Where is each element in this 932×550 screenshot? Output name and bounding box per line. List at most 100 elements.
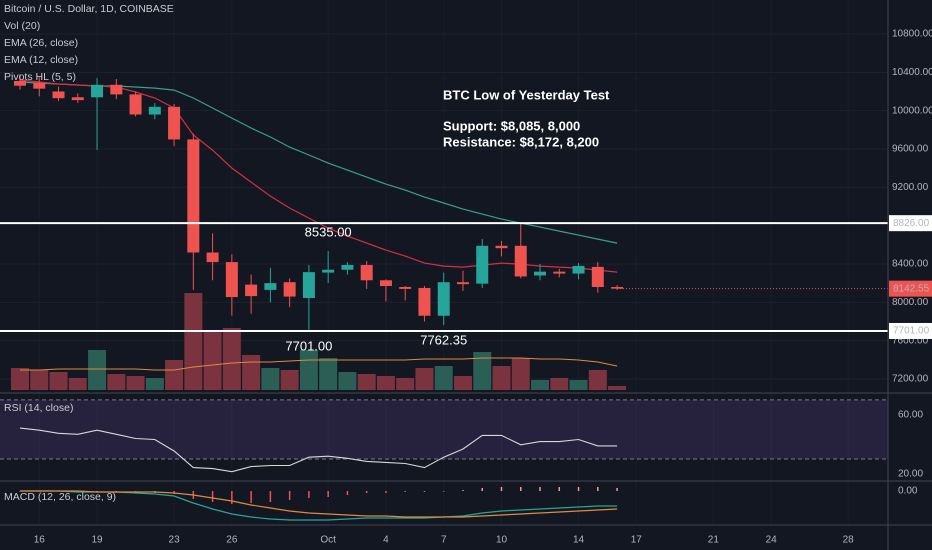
- macd-histogram-bar: [481, 488, 483, 491]
- x-tick-label: 17: [631, 535, 643, 546]
- candle-body: [206, 252, 219, 263]
- macd-histogram-bar: [231, 491, 233, 504]
- candle-body: [553, 271, 566, 274]
- y-tick-label: 8400.00: [892, 259, 929, 270]
- volume-bar: [550, 378, 569, 390]
- volume-bar: [30, 370, 49, 390]
- x-tick-label: 23: [169, 535, 181, 546]
- pivot-label: 7701.00: [285, 338, 332, 353]
- legend-entry: Vol (20): [4, 20, 40, 32]
- macd-histogram-bar: [308, 491, 310, 498]
- volume-bar: [608, 386, 627, 390]
- annotation-line: Support: $8,085, 8,000: [443, 118, 580, 133]
- macd-histogram-bar: [539, 487, 541, 491]
- candle-body: [495, 245, 508, 249]
- x-tick-label: 19: [91, 535, 103, 546]
- volume-bar: [184, 293, 203, 390]
- macd-histogram-bar: [115, 491, 118, 492]
- volume-bar: [165, 360, 184, 390]
- legend-entry: EMA (26, close): [4, 37, 78, 49]
- macd-histogram-bar: [462, 490, 464, 491]
- x-tick-label: 7: [441, 535, 447, 546]
- volume-bar: [376, 376, 395, 390]
- volume-bar: [569, 380, 588, 390]
- candle-body: [264, 283, 277, 290]
- candle-body: [437, 282, 450, 316]
- price-label: 7701.00: [893, 326, 930, 337]
- y-tick-label: 9200.00: [892, 182, 929, 193]
- macd-histogram-bar: [346, 491, 349, 495]
- volume-bar: [145, 378, 164, 390]
- volume-bar: [11, 368, 29, 390]
- volume-bar: [126, 376, 145, 390]
- volume-bar: [492, 366, 511, 390]
- y-tick-label: 8000.00: [892, 297, 929, 308]
- volume-bar: [261, 368, 280, 390]
- candle-body: [33, 82, 46, 89]
- candle-body: [225, 262, 238, 298]
- candle-body: [514, 245, 527, 277]
- candle-body: [572, 265, 585, 274]
- candle-body: [456, 282, 469, 285]
- candle-body: [168, 106, 181, 140]
- x-tick-label: 4: [383, 535, 389, 546]
- candle-body: [71, 97, 84, 101]
- volume-bar: [338, 372, 357, 390]
- symbol-title: Bitcoin / U.S. Dollar, 1D, COINBASE: [4, 3, 174, 15]
- volume-bar: [531, 380, 550, 390]
- candle-body: [341, 264, 354, 270]
- x-tick-label: Oct: [320, 535, 336, 546]
- volume-bar: [453, 376, 472, 390]
- macd-histogram-bar: [269, 491, 272, 502]
- x-tick-label: 28: [843, 535, 855, 546]
- price-label-box: [889, 280, 932, 297]
- macd-histogram-bar: [404, 491, 406, 492]
- candle-body: [14, 80, 26, 86]
- candle-body: [283, 282, 296, 297]
- candle-body: [187, 139, 200, 253]
- macd-histogram-bar: [558, 487, 561, 491]
- candle-body: [611, 286, 624, 289]
- price-label: 8142.55: [893, 283, 930, 294]
- volume-bar: [319, 358, 338, 390]
- rsi-line: [19, 427, 618, 473]
- macd-histogram-bar: [96, 491, 98, 492]
- y-tick-label: 7600.00: [892, 335, 929, 346]
- volume-bar: [415, 368, 434, 390]
- volume-bar: [511, 358, 530, 390]
- candle-body: [399, 286, 412, 289]
- candle-body: [534, 271, 547, 276]
- price-label-box: [889, 215, 932, 232]
- candle-body: [148, 106, 161, 115]
- volume-bar: [299, 350, 318, 390]
- annotation-line: Resistance: $8,172, 8,200: [443, 134, 599, 149]
- candle-body: [476, 245, 489, 284]
- macd-histogram-bar: [423, 491, 426, 492]
- candle-body: [379, 280, 392, 287]
- candle-body: [322, 269, 335, 273]
- volume-bar: [588, 370, 607, 390]
- y-tick-label: 20.00: [898, 468, 923, 479]
- macd-histogram-bar: [327, 491, 329, 497]
- rsi-band: [0, 399, 888, 460]
- pivot-label: 7762.35: [420, 333, 467, 348]
- price-label-box: [889, 322, 932, 339]
- candle-body: [245, 284, 258, 297]
- price-label: 8826.00: [893, 218, 930, 229]
- candle-body: [418, 287, 431, 316]
- y-tick-label: 9600.00: [892, 144, 929, 155]
- x-tick-label: 21: [708, 535, 720, 546]
- volume-bar: [280, 370, 299, 390]
- macd-histogram-bar: [211, 491, 214, 502]
- volume-bar: [222, 328, 241, 390]
- candle-body: [110, 84, 123, 95]
- annotation-title: BTC Low of Yesterday Test: [443, 87, 610, 102]
- volume-bar: [107, 374, 126, 390]
- x-tick-label: 26: [226, 535, 238, 546]
- macd-histogram-bar: [616, 488, 618, 491]
- candle-body: [91, 84, 104, 98]
- y-tick-label: 0.00: [898, 486, 918, 497]
- macd-histogram-bar: [250, 491, 252, 503]
- y-tick-label: 60.00: [898, 409, 923, 420]
